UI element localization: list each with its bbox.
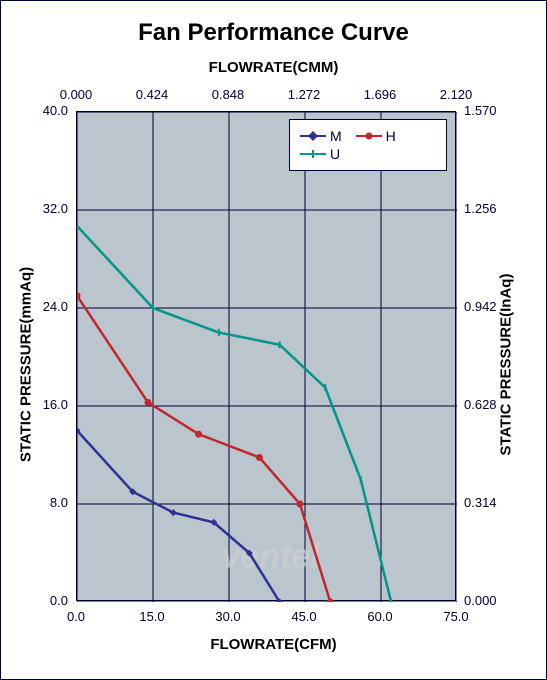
legend-item: U [300, 146, 340, 162]
tick-label: 0.848 [212, 87, 245, 102]
x-axis-bottom-label: FLOWRATE(CFM) [1, 636, 546, 653]
tick-label: 60.0 [367, 609, 392, 624]
x-axis-top-label: FLOWRATE(CMM) [1, 59, 546, 76]
legend-swatch [300, 135, 326, 137]
tick-label: 0.424 [136, 87, 169, 102]
legend-swatch [300, 153, 326, 155]
legend-label: M [330, 128, 342, 144]
tick-label: 1.696 [364, 87, 397, 102]
legend-swatch [356, 135, 382, 137]
tick-label: 15.0 [139, 609, 164, 624]
tick-label: 0.314 [464, 495, 497, 510]
y-axis-left-label: STATIC PRESSURE(mmAq) [18, 255, 35, 475]
legend-item: M [300, 128, 342, 144]
tick-label: 75.0 [443, 609, 468, 624]
y-axis-right-label: STATIC PRESSURE(InAq) [498, 255, 515, 475]
legend-label: H [386, 128, 396, 144]
legend-row: U [300, 146, 436, 162]
tick-label: 16.0 [43, 397, 68, 412]
tick-label: 24.0 [43, 299, 68, 314]
chart-svg: ventel [77, 112, 457, 602]
tick-label: 32.0 [43, 201, 68, 216]
tick-label: 1.570 [464, 103, 497, 118]
legend: MHU [289, 119, 447, 171]
legend-item: H [356, 128, 396, 144]
tick-label: 0.0 [50, 593, 68, 608]
tick-label: 0.0 [67, 609, 85, 624]
tick-label: 0.942 [464, 299, 497, 314]
tick-label: 0.628 [464, 397, 497, 412]
plot-area: ventel [76, 111, 456, 601]
tick-label: 45.0 [291, 609, 316, 624]
tick-label: 2.120 [440, 87, 473, 102]
chart-title: Fan Performance Curve [1, 19, 546, 47]
tick-label: 8.0 [50, 495, 68, 510]
legend-label: U [330, 146, 340, 162]
tick-label: 0.000 [60, 87, 93, 102]
legend-row: MH [300, 128, 436, 144]
tick-label: 30.0 [215, 609, 240, 624]
tick-label: 1.272 [288, 87, 321, 102]
tick-label: 0.000 [464, 593, 497, 608]
tick-label: 1.256 [464, 201, 497, 216]
chart-container: Fan Performance Curve FLOWRATE(CMM) FLOW… [0, 0, 547, 680]
tick-label: 40.0 [43, 103, 68, 118]
